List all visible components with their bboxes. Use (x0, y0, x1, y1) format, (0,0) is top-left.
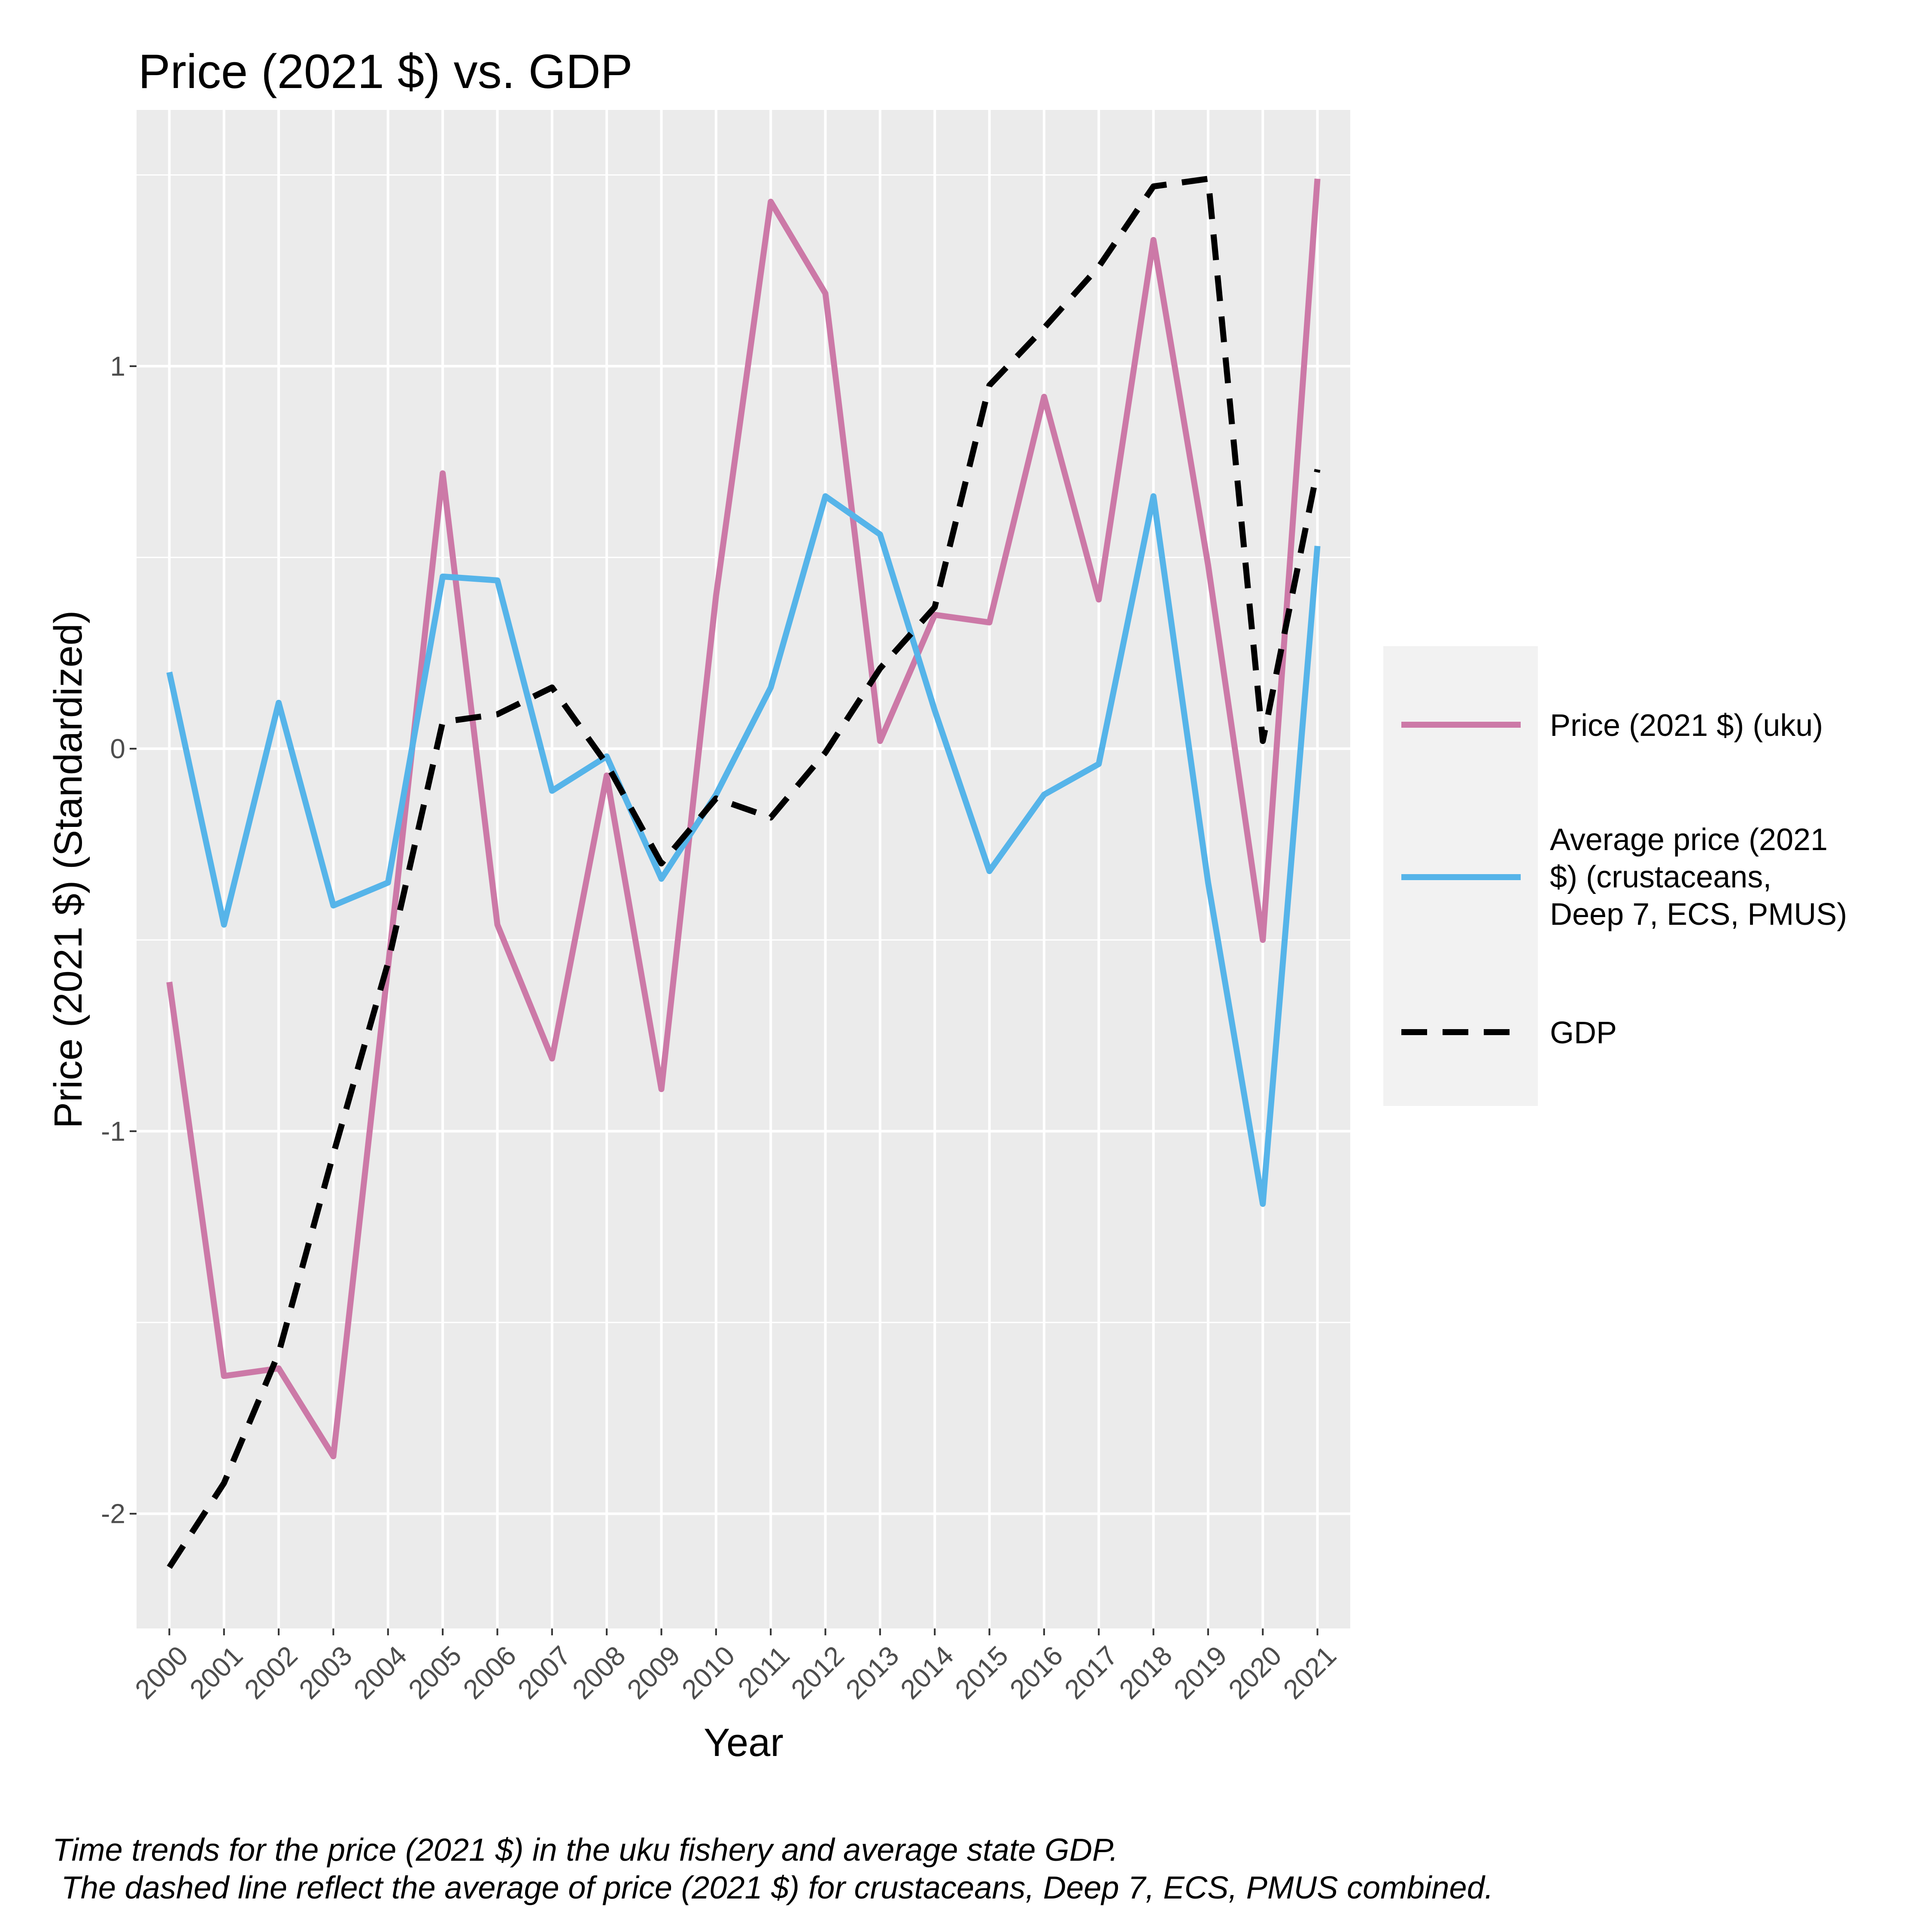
series-layer (166, 176, 1321, 1569)
x-tick-label: 2015 (949, 1640, 1015, 1705)
legend-label-average-line-3: Deep 7, ECS, PMUS) (1550, 897, 1847, 932)
y-tick-label: -1 (101, 1116, 125, 1147)
series-line-2 (166, 493, 1321, 1207)
x-tick-label: 2002 (238, 1640, 304, 1705)
x-tick-label: 2019 (1168, 1640, 1233, 1705)
x-tick-label: 2008 (566, 1640, 632, 1705)
x-tick-label: 2003 (293, 1640, 358, 1705)
grid-minor (137, 174, 1350, 1323)
legend: Price (2021 $) (uku) Average price (2021… (1383, 646, 1847, 1106)
chart-title: Price (2021 $) vs. GDP (138, 45, 633, 98)
x-axis-title: Year (704, 1721, 784, 1765)
legend-label-gdp: GDP (1550, 1016, 1617, 1050)
x-tick-label: 2006 (457, 1640, 522, 1705)
x-tick-label: 2004 (348, 1640, 413, 1705)
x-tick-label: 2000 (129, 1640, 194, 1705)
y-tick-label: 1 (110, 351, 125, 382)
y-axis-title: Price (2021 $) (Standardized) (46, 611, 90, 1129)
legend-label-average-line-1: Average price (2021 (1550, 823, 1828, 857)
legend-label-average-line-2: $) (crustaceans, (1550, 860, 1771, 894)
x-tick-label: 2007 (512, 1640, 577, 1705)
x-tick-label: 2014 (894, 1640, 960, 1705)
x-tick-label: 2012 (785, 1640, 851, 1705)
x-tick-label: 2013 (840, 1640, 905, 1705)
x-tick-label: 2005 (402, 1640, 468, 1705)
x-tick-label: 2009 (621, 1640, 686, 1705)
x-tick-label: 2016 (1004, 1640, 1069, 1705)
x-tick-label: 2011 (732, 1640, 796, 1704)
plot-panel (137, 110, 1350, 1628)
x-tick-label: 2017 (1058, 1640, 1124, 1705)
series-line-1 (166, 178, 1321, 1460)
x-tick-label: 2010 (676, 1640, 741, 1705)
series-line-3 (167, 176, 1321, 1569)
caption-line-1: Time trends for the price (2021 $) in th… (52, 1832, 1118, 1868)
y-axis-ticks: -2 -1 0 1 (101, 351, 137, 1529)
y-tick-label: 0 (110, 733, 125, 764)
caption-line-2: The dashed line reflect the average of p… (52, 1870, 1493, 1905)
y-tick-label: -2 (101, 1498, 125, 1529)
x-tick-label: 2021 (1277, 1640, 1343, 1705)
x-tick-label: 2020 (1222, 1640, 1288, 1705)
x-axis-ticks: 2000200120022003200420052006200720082009… (129, 1628, 1342, 1705)
x-tick-label: 2018 (1113, 1640, 1179, 1705)
legend-label-uku: Price (2021 $) (uku) (1550, 708, 1823, 743)
x-tick-label: 2001 (184, 1640, 249, 1705)
